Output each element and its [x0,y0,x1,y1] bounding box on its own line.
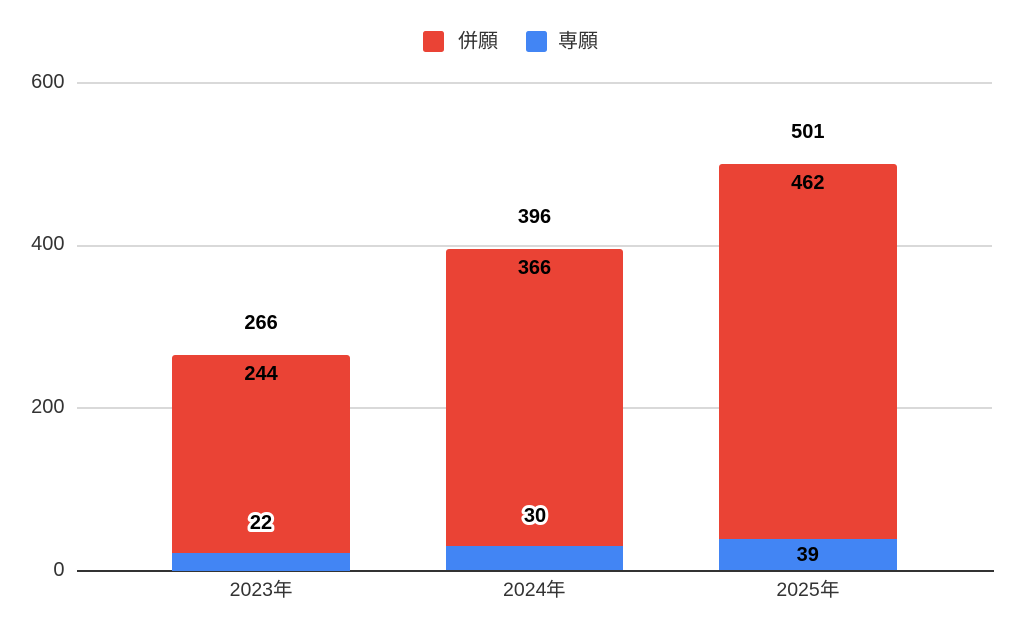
svg-text:22: 22 [250,511,272,533]
svg-text:30: 30 [523,504,545,526]
